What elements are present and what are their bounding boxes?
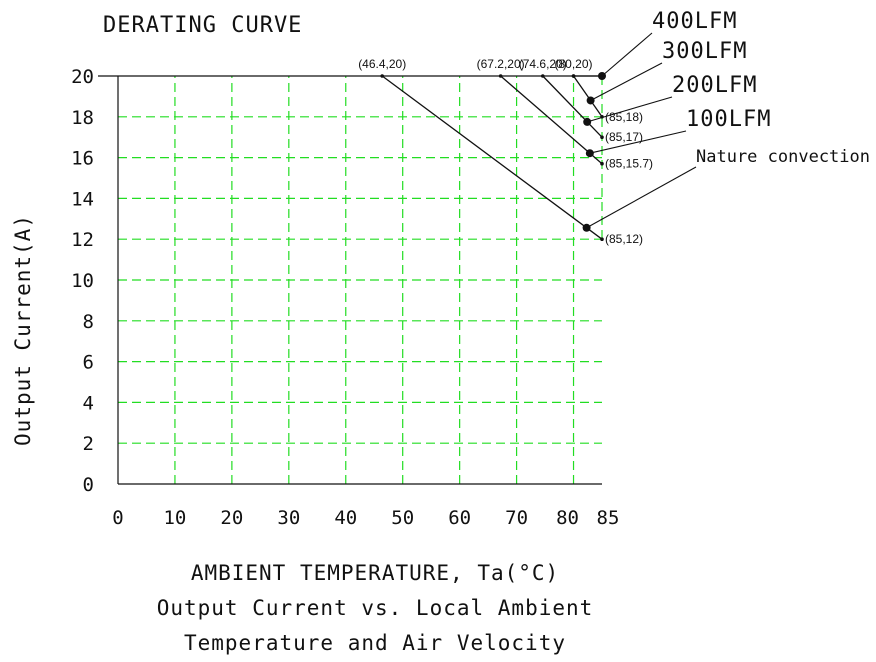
series-label: 300LFM xyxy=(662,39,747,64)
point-annotation: (85,18) xyxy=(605,110,643,124)
x-tick-label: 40 xyxy=(334,507,357,529)
x-tick-label: 80 xyxy=(556,507,579,529)
point-annotation: (67.2,20) xyxy=(477,57,525,71)
x-tick-label: 10 xyxy=(163,507,186,529)
y-tick-label: 8 xyxy=(83,311,94,333)
callout-leader xyxy=(586,166,697,229)
x-tick-label: 60 xyxy=(448,507,471,529)
caption-line-2: Temperature and Air Velocity xyxy=(184,631,566,655)
x-tick-label: 50 xyxy=(391,507,414,529)
series-endpoint xyxy=(498,74,503,78)
y-tick-label: 2 xyxy=(83,433,94,455)
x-axis-label: AMBIENT TEMPERATURE, Ta(°C) xyxy=(191,561,559,585)
series-lines xyxy=(380,74,604,241)
point-annotations: (46.4,20) (67.2,20)(74.6,20)(80,20) (85,18… xyxy=(358,57,653,246)
y-tick-label: 20 xyxy=(71,66,94,88)
chart-title: DERATING CURVE xyxy=(103,13,302,38)
point-annotation: (80,20) xyxy=(555,57,593,71)
callout-leader xyxy=(590,62,663,101)
y-tick-label: 18 xyxy=(71,107,94,129)
series-line xyxy=(381,75,603,240)
series-line xyxy=(572,75,603,118)
point-annotation: (85,12) xyxy=(605,232,643,246)
y-tick-label: 16 xyxy=(71,148,94,170)
callout-leader xyxy=(587,96,673,123)
series-endpoint xyxy=(571,74,576,78)
point-annotation: (85,17) xyxy=(605,130,643,144)
plot-frame xyxy=(98,75,603,485)
x-tick-label: 0 xyxy=(112,507,123,529)
series-line xyxy=(542,75,603,138)
y-tick-label: 0 xyxy=(83,474,94,496)
x-tick-label: 70 xyxy=(505,507,528,529)
series-endpoint xyxy=(600,135,604,139)
y-tick-label: 12 xyxy=(71,229,94,251)
y-axis-label: Output Current(A) xyxy=(11,214,35,446)
series-label: 100LFM xyxy=(686,107,771,132)
y-tick-label: 10 xyxy=(71,270,94,292)
series-label: 200LFM xyxy=(672,73,757,98)
callout-leader xyxy=(589,130,687,154)
series-endpoint xyxy=(540,74,545,78)
series-label: 400LFM xyxy=(652,9,737,34)
y-tick-label: 6 xyxy=(83,352,94,374)
grid xyxy=(118,76,602,484)
caption-line-1: Output Current vs. Local Ambient xyxy=(157,596,594,620)
x-tick-label: 20 xyxy=(220,507,243,529)
series-endpoint xyxy=(380,74,385,78)
series-endpoint xyxy=(600,237,604,241)
y-tick-label: 14 xyxy=(71,188,94,210)
tick-labels: 0 10 20 30 40 50 60 70 80 85 0 2 4 6 8 10 12 14 16 18 20 xyxy=(71,66,619,529)
series-endpoint xyxy=(600,161,604,166)
point-annotation: (85,15.7) xyxy=(605,157,653,171)
callout-leader xyxy=(601,32,653,77)
series-label: Nature convection xyxy=(696,147,870,167)
y-tick-label: 4 xyxy=(83,392,94,414)
series-line xyxy=(500,75,603,165)
point-annotation: (46.4,20) xyxy=(358,57,406,71)
x-tick-label: 85 xyxy=(597,507,620,529)
x-tick-label: 30 xyxy=(277,507,300,529)
series-callouts: 400LFM 300LFM 200LFM 100LFM Nature convectio… xyxy=(582,9,870,232)
point-annotation: (74.6,20) xyxy=(519,57,567,71)
